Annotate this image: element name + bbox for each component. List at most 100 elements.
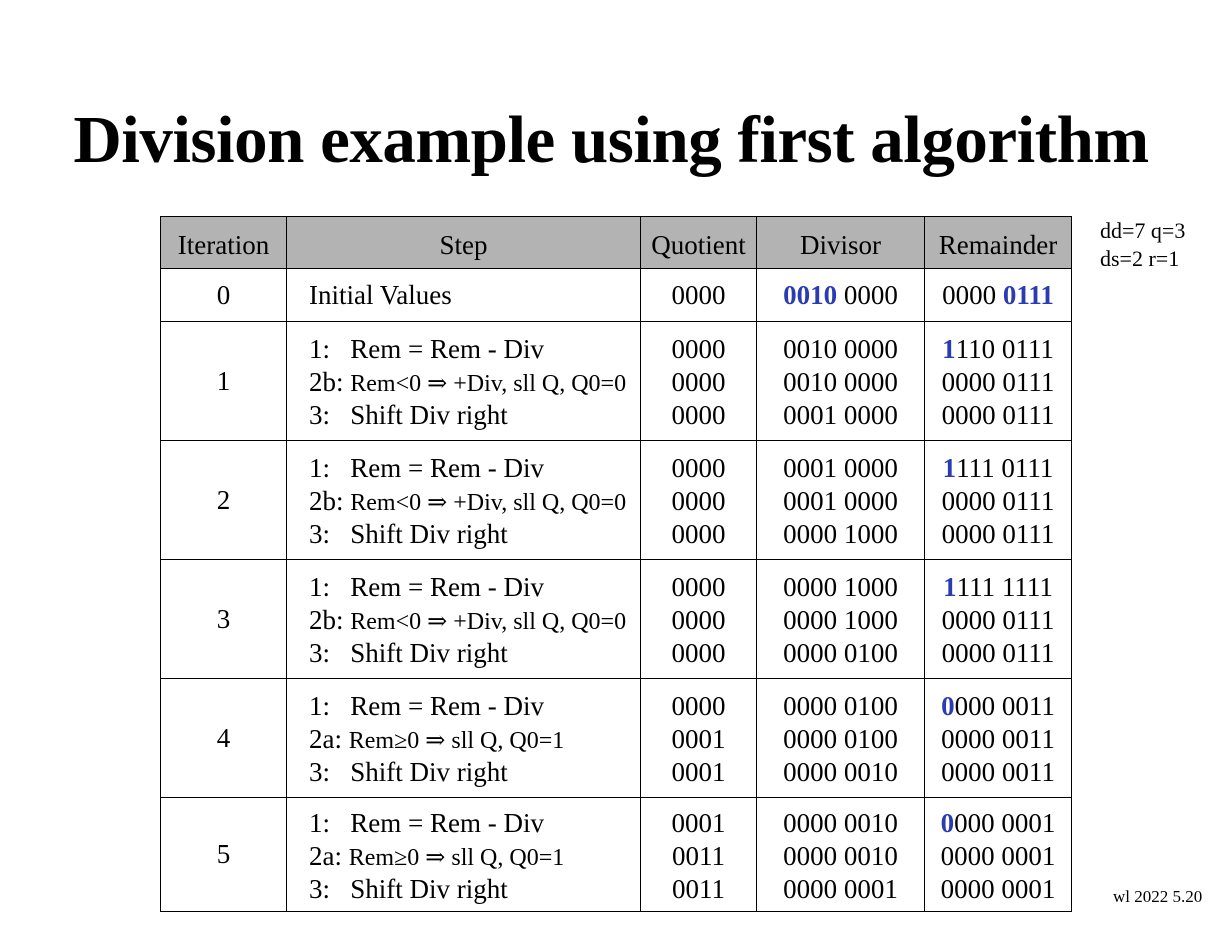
remainder-rest: 111 0111	[956, 453, 1054, 483]
table-row: 4 1: Rem = Rem - Div 2a: Rem≥0 ⇒ sll Q, Q0…	[160, 678, 1072, 798]
quotient-cell: 0000 0000 0000	[640, 440, 757, 560]
quotient-value: 0000	[671, 519, 726, 549]
remainder-value: 0000 0111	[941, 367, 1055, 397]
step-cell: 1: Rem = Rem - Div 2a: Rem≥0 ⇒ sll Q, Q0=…	[286, 797, 641, 912]
quotient-value: 0000	[671, 572, 726, 602]
remainder-cell: 1111 1111 0000 0111 0000 0111	[924, 559, 1072, 679]
remainder-sign-bit: 0	[940, 807, 955, 838]
step-prefix: 2b:	[309, 486, 351, 516]
table-row: 3 1: Rem = Rem - Div 2b: Rem<0 ⇒ +Div, sll…	[160, 559, 1072, 679]
side-note-line: dd=7 q=3	[1100, 218, 1186, 243]
iteration-cell: 3	[160, 559, 287, 679]
divisor-value: 0010 0000	[757, 279, 924, 312]
quotient-value: 0001	[671, 724, 726, 754]
iteration-cell: 4	[160, 678, 287, 798]
divisor-value: 0000 0010	[783, 757, 898, 787]
division-table: Iteration Step Quotient Divisor Remainde…	[160, 216, 1072, 912]
quotient-value: 0011	[672, 840, 725, 871]
remainder-prefix: 0000	[942, 279, 1003, 310]
divisor-value: 0000 1000	[783, 519, 898, 549]
slide-footer: wl 2022 5.20	[1113, 887, 1203, 906]
table-row: 1 1: Rem = Rem - Div 2b: Rem<0 ⇒ +Div, sll…	[160, 321, 1072, 441]
step-line: 2a: Rem≥0 ⇒ sll Q, Q0=1	[309, 723, 640, 756]
divisor-value: 0000 0100	[783, 638, 898, 668]
quotient-cell: 0000	[640, 268, 757, 322]
step-cell: 1: Rem = Rem - Div 2b: Rem<0 ⇒ +Div, sll …	[286, 559, 641, 679]
side-note: dd=7 q=3 ds=2 r=1	[1100, 217, 1185, 273]
step-line: 1: Rem = Rem - Div	[309, 453, 544, 483]
remainder-value: 0000 0111	[941, 486, 1055, 516]
header-remainder: Remainder	[924, 216, 1072, 269]
table-header-row: Iteration Step Quotient Divisor Remainde…	[160, 216, 1072, 269]
remainder-cell: 0000 0011 0000 0011 0000 0011	[924, 678, 1072, 798]
remainder-value: 1111 1111	[925, 571, 1071, 604]
divisor-value: 0001 0000	[783, 486, 898, 516]
step-prefix: 2b:	[309, 605, 351, 635]
iteration-cell: 0	[160, 268, 287, 322]
quotient-cell: 0000 0000 0000	[640, 321, 757, 441]
remainder-cell: 1110 0111 0000 0111 0000 0111	[924, 321, 1072, 441]
quotient-value: 0000	[671, 279, 726, 310]
remainder-sign-bit: 1	[943, 572, 957, 602]
step-condition: Rem<0 ⇒ +Div, sll Q, Q0=0	[350, 609, 627, 635]
remainder-rest: 000 0001	[954, 807, 1056, 838]
step-line: 2b: Rem<0 ⇒ +Div, sll Q, Q0=0	[309, 366, 640, 399]
step-line: 3: Shift Div right	[309, 757, 508, 787]
remainder-value: 0000 0001	[940, 840, 1056, 871]
table-row: 5 1: Rem = Rem - Div 2a: Rem≥0 ⇒ sll Q, Q0…	[160, 797, 1072, 912]
remainder-rest: 111 1111	[956, 572, 1053, 602]
step-line: 3: Shift Div right	[309, 638, 508, 668]
remainder-value: 0000 0111	[941, 400, 1055, 430]
step-cell: 1: Rem = Rem - Div 2b: Rem<0 ⇒ +Div, sll …	[286, 440, 641, 560]
step-line: Initial Values	[309, 279, 452, 310]
iteration-cell: 5	[160, 797, 287, 912]
header-divisor: Divisor	[756, 216, 925, 269]
remainder-value: 0000 0011	[941, 757, 1055, 787]
step-cell: 1: Rem = Rem - Div 2a: Rem≥0 ⇒ sll Q, Q0=…	[286, 678, 641, 798]
divisor-value: 0000 0010	[783, 840, 898, 871]
divisor-cell: 0001 0000 0001 0000 0000 1000	[756, 440, 925, 560]
table-row: 2 1: Rem = Rem - Div 2b: Rem<0 ⇒ +Div, sll…	[160, 440, 1072, 560]
remainder-value: 1110 0111	[925, 333, 1071, 366]
divisor-cell: 0000 0010 0000 0010 0000 0001	[756, 797, 925, 912]
remainder-cell: 0000 0111	[924, 268, 1072, 322]
remainder-value: 0000 0111	[925, 279, 1071, 312]
step-line: 3: Shift Div right	[309, 400, 508, 430]
divisor-cell: 0000 0100 0000 0100 0000 0010	[756, 678, 925, 798]
step-line: 3: Shift Div right	[309, 519, 508, 549]
header-quotient: Quotient	[640, 216, 757, 269]
divisor-rest: 0000	[837, 279, 898, 310]
step-prefix: 2b:	[309, 367, 351, 397]
step-condition: Rem<0 ⇒ +Div, sll Q, Q0=0	[350, 490, 627, 516]
remainder-value: 1111 0111	[925, 452, 1071, 485]
step-prefix: 2a:	[309, 840, 349, 871]
quotient-cell: 0000 0001 0001	[640, 678, 757, 798]
divisor-value: 0000 0100	[783, 691, 898, 721]
quotient-cell: 0000 0000 0000	[640, 559, 757, 679]
quotient-value: 0000	[671, 691, 726, 721]
remainder-sign-bit: 1	[942, 334, 956, 364]
slide-title: Division example using first algorithm	[73, 103, 1149, 177]
quotient-value: 0000	[671, 638, 726, 668]
divisor-value: 0000 1000	[783, 605, 898, 635]
quotient-value: 0000	[671, 334, 726, 364]
iteration-cell: 2	[160, 440, 287, 560]
side-note-line: ds=2 r=1	[1100, 246, 1180, 271]
quotient-value: 0000	[671, 453, 726, 483]
step-line: 1: Rem = Rem - Div	[309, 334, 544, 364]
divisor-value: 0001 0000	[783, 400, 898, 430]
step-condition: Rem≥0 ⇒ sll Q, Q0=1	[348, 728, 565, 754]
step-cell: 1: Rem = Rem - Div 2b: Rem<0 ⇒ +Div, sll …	[286, 321, 641, 441]
divisor-value: 0000 1000	[783, 572, 898, 602]
remainder-cell: 1111 0111 0000 0111 0000 0111	[924, 440, 1072, 560]
quotient-value: 0000	[671, 605, 726, 635]
quotient-value: 0001	[671, 807, 726, 838]
remainder-sign-bit: 0	[941, 691, 955, 721]
quotient-value: 0000	[671, 367, 726, 397]
step-condition: Rem<0 ⇒ +Div, sll Q, Q0=0	[350, 371, 627, 397]
step-prefix: 2a:	[309, 724, 349, 754]
step-line: 2a: Rem≥0 ⇒ sll Q, Q0=1	[309, 840, 640, 873]
header-step: Step	[286, 216, 641, 269]
divisor-cell: 0010 0000	[756, 268, 925, 322]
divisor-value: 0000 0100	[783, 724, 898, 754]
